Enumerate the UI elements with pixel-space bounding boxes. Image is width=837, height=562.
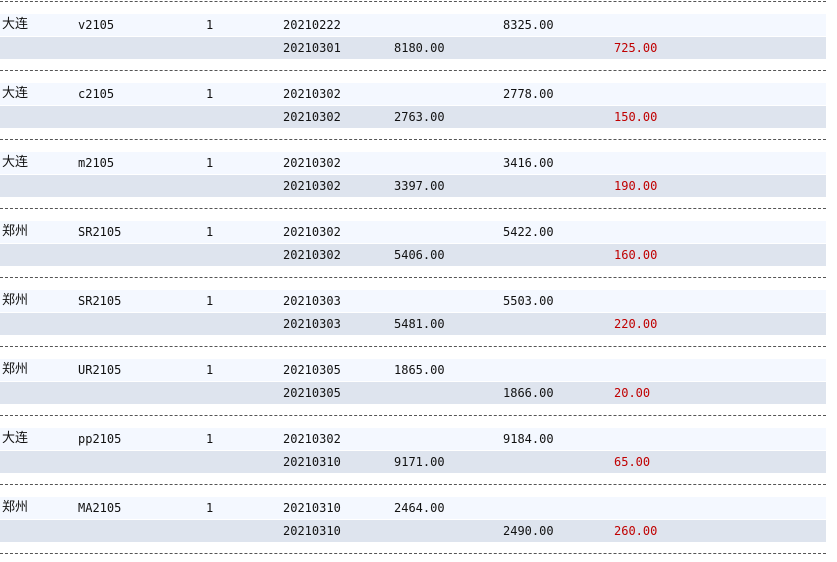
close-buy-price-cell: 9171.00 bbox=[394, 455, 445, 469]
close-date-cell: 20210302 bbox=[283, 179, 341, 193]
exchange-cell: 大连 bbox=[2, 17, 29, 32]
profit-cell: 220.00 bbox=[614, 317, 658, 331]
trade-open-row[interactable]: 大连 m2105 1 20210302 3416.00 bbox=[0, 152, 826, 174]
profit-cell: 160.00 bbox=[614, 248, 658, 262]
trade-close-row[interactable]: 20210301 8180.00 725.00 bbox=[0, 37, 826, 59]
quantity-cell: 1 bbox=[206, 225, 214, 239]
trade-open-row[interactable]: 郑州 UR2105 1 20210305 1865.00 bbox=[0, 359, 826, 381]
trade-open-row[interactable]: 郑州 SR2105 1 20210303 5503.00 bbox=[0, 290, 826, 312]
open-date-cell: 20210222 bbox=[283, 18, 341, 32]
trade-close-row[interactable]: 20210310 9171.00 65.00 bbox=[0, 451, 826, 473]
row-separator bbox=[0, 346, 826, 347]
close-date-cell: 20210302 bbox=[283, 248, 341, 262]
open-sell-price-cell: 8325.00 bbox=[503, 18, 554, 32]
open-date-cell: 20210302 bbox=[283, 225, 341, 239]
row-separator bbox=[0, 484, 826, 485]
trade-close-row[interactable]: 20210302 3397.00 190.00 bbox=[0, 175, 826, 197]
profit-cell: 150.00 bbox=[614, 110, 658, 124]
open-buy-price-cell: 1865.00 bbox=[394, 363, 445, 377]
exchange-cell: 郑州 bbox=[2, 500, 29, 515]
exchange-cell: 大连 bbox=[2, 155, 29, 170]
trade-open-row[interactable]: 大连 pp2105 1 20210302 9184.00 bbox=[0, 428, 826, 450]
open-sell-price-cell: 3416.00 bbox=[503, 156, 554, 170]
open-date-cell: 20210310 bbox=[283, 501, 341, 515]
profit-cell: 190.00 bbox=[614, 179, 658, 193]
exchange-cell: 大连 bbox=[2, 86, 29, 101]
profit-cell: 65.00 bbox=[614, 455, 651, 469]
contract-code-cell: v2105 bbox=[78, 18, 115, 32]
trade-open-row[interactable]: 大连 c2105 1 20210302 2778.00 bbox=[0, 83, 826, 105]
close-buy-price-cell: 5481.00 bbox=[394, 317, 445, 331]
open-sell-price-cell: 5503.00 bbox=[503, 294, 554, 308]
row-separator bbox=[0, 1, 826, 2]
open-sell-price-cell: 9184.00 bbox=[503, 432, 554, 446]
trade-open-row[interactable]: 大连 v2105 1 20210222 8325.00 bbox=[0, 14, 826, 36]
trade-close-row[interactable]: 20210305 1866.00 20.00 bbox=[0, 382, 826, 404]
contract-code-cell: m2105 bbox=[78, 156, 115, 170]
row-separator bbox=[0, 139, 826, 140]
open-date-cell: 20210303 bbox=[283, 294, 341, 308]
contract-code-cell: SR2105 bbox=[78, 294, 122, 308]
trade-open-row[interactable]: 郑州 SR2105 1 20210302 5422.00 bbox=[0, 221, 826, 243]
close-date-cell: 20210302 bbox=[283, 110, 341, 124]
exchange-cell: 郑州 bbox=[2, 293, 29, 308]
contract-code-cell: c2105 bbox=[78, 87, 115, 101]
close-sell-price-cell: 1866.00 bbox=[503, 386, 554, 400]
exchange-cell: 大连 bbox=[2, 431, 29, 446]
close-buy-price-cell: 3397.00 bbox=[394, 179, 445, 193]
quantity-cell: 1 bbox=[206, 156, 214, 170]
quantity-cell: 1 bbox=[206, 18, 214, 32]
close-buy-price-cell: 8180.00 bbox=[394, 41, 445, 55]
open-date-cell: 20210302 bbox=[283, 87, 341, 101]
close-date-cell: 20210303 bbox=[283, 317, 341, 331]
quantity-cell: 1 bbox=[206, 501, 214, 515]
trade-close-row[interactable]: 20210303 5481.00 220.00 bbox=[0, 313, 826, 335]
trade-close-row[interactable]: 20210310 2490.00 260.00 bbox=[0, 520, 826, 542]
row-separator bbox=[0, 415, 826, 416]
close-date-cell: 20210301 bbox=[283, 41, 341, 55]
row-separator bbox=[0, 208, 826, 209]
close-buy-price-cell: 2763.00 bbox=[394, 110, 445, 124]
contract-code-cell: MA2105 bbox=[78, 501, 122, 515]
quantity-cell: 1 bbox=[206, 363, 214, 377]
close-sell-price-cell: 2490.00 bbox=[503, 524, 554, 538]
profit-cell: 260.00 bbox=[614, 524, 658, 538]
open-date-cell: 20210305 bbox=[283, 363, 341, 377]
open-sell-price-cell: 2778.00 bbox=[503, 87, 554, 101]
quantity-cell: 1 bbox=[206, 294, 214, 308]
trade-open-row[interactable]: 郑州 MA2105 1 20210310 2464.00 bbox=[0, 497, 826, 519]
quantity-cell: 1 bbox=[206, 87, 214, 101]
quantity-cell: 1 bbox=[206, 432, 214, 446]
open-date-cell: 20210302 bbox=[283, 156, 341, 170]
profit-cell: 20.00 bbox=[614, 386, 651, 400]
close-date-cell: 20210305 bbox=[283, 386, 341, 400]
trade-close-row[interactable]: 20210302 2763.00 150.00 bbox=[0, 106, 826, 128]
contract-code-cell: pp2105 bbox=[78, 432, 122, 446]
contract-code-cell: UR2105 bbox=[78, 363, 122, 377]
profit-cell: 725.00 bbox=[614, 41, 658, 55]
open-sell-price-cell: 5422.00 bbox=[503, 225, 554, 239]
row-separator bbox=[0, 553, 826, 554]
open-buy-price-cell: 2464.00 bbox=[394, 501, 445, 515]
exchange-cell: 郑州 bbox=[2, 362, 29, 377]
exchange-cell: 郑州 bbox=[2, 224, 29, 239]
row-separator bbox=[0, 70, 826, 71]
open-date-cell: 20210302 bbox=[283, 432, 341, 446]
close-buy-price-cell: 5406.00 bbox=[394, 248, 445, 262]
close-date-cell: 20210310 bbox=[283, 455, 341, 469]
trade-close-row[interactable]: 20210302 5406.00 160.00 bbox=[0, 244, 826, 266]
contract-code-cell: SR2105 bbox=[78, 225, 122, 239]
close-date-cell: 20210310 bbox=[283, 524, 341, 538]
row-separator bbox=[0, 277, 826, 278]
